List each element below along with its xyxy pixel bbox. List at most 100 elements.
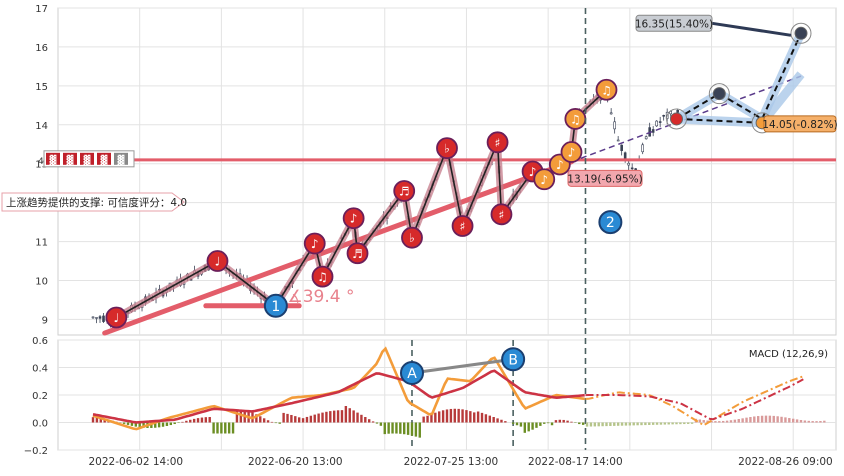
support-callout-text: 上涨趋势提供的支撑: 可信度评分：4.0 [6,196,187,209]
wave-note-glyph: ♫ [317,270,328,284]
macd-histogram-bar [535,423,537,428]
legend-icon-glyph: ▓ [50,154,57,166]
macd-histogram-bar [652,423,654,425]
macd-histogram-bar [815,421,817,422]
candle-body [628,163,630,165]
macd-histogram-bar [212,423,214,434]
macd-histogram-bar [434,413,436,423]
macd-histogram-bar [551,423,553,426]
macd-histogram-bar [586,423,588,427]
macd-histogram-bar [570,422,572,423]
macd-histogram-bar [123,423,125,424]
macd-histogram-bar [220,423,222,434]
macd-histogram-bar [314,415,316,423]
macd-histogram-bar [757,416,759,422]
macd-histogram-bar [531,423,533,430]
macd-histogram-bar [224,423,226,434]
macd-histogram-bar [450,409,452,423]
wave-point-label: 2 [606,215,615,231]
macd-histogram-bar [668,423,670,425]
macd-histogram-bar [671,423,673,425]
macd-histogram-bar [718,421,720,422]
macd-histogram-bar [726,421,728,423]
macd-histogram-bar [271,422,273,423]
macd-histogram-bar [679,423,681,425]
macd-histogram-bar [461,409,463,422]
macd-histogram-bar [372,421,374,422]
macd-histogram-bar [92,417,94,422]
macd-histogram-bar [734,420,736,423]
x-tick-label: 2022-07-25 13:00 [404,456,499,468]
macd-histogram-bar [356,413,358,423]
price-y-tick-label: 10 [35,277,48,288]
macd-histogram-bar [683,423,685,425]
wave-note-glyph: ♯ [499,208,505,222]
price-annotation-down: 13.19(-6.95%) [567,173,642,185]
candle-body [610,113,612,114]
macd-histogram-bar [430,414,432,422]
macd-histogram-bar [648,423,650,425]
macd-histogram-bar [605,423,607,427]
candle-body [659,122,661,123]
macd-histogram-bar [391,423,393,434]
macd-histogram-bar [555,420,557,422]
macd-histogram-bar [426,416,428,423]
legend-icon-glyph: ▓ [67,154,74,166]
macd-histogram-bar [158,423,160,428]
macd-histogram-bar [780,417,782,423]
macd-histogram-bar [127,423,129,425]
macd-histogram-bar [399,423,401,434]
candle-body [645,137,647,139]
wave-note-glyph: ♪ [350,212,358,226]
macd-histogram-bar [566,421,568,423]
candle-body [92,317,94,318]
candle-body [642,145,644,152]
macd-histogram-bar [485,414,487,422]
candle-body [99,317,101,319]
macd-histogram-bar [209,417,211,422]
macd-histogram-bar [454,409,456,423]
macd-histogram-bar [559,420,561,423]
macd-histogram-bar [170,423,172,426]
macd-histogram-bar [730,420,732,422]
macd-histogram-bar [345,406,347,423]
price-y-tick-label: 9 [42,315,48,326]
macd-histogram-bar [403,423,405,435]
macd-histogram-bar [442,410,444,422]
macd-histogram-bar [201,418,203,423]
macd-histogram-bar [769,416,771,423]
macd-histogram-bar [352,410,354,422]
macd-histogram-bar [590,423,592,427]
macd-histogram-bar [446,409,448,422]
wave-note-glyph: ♪ [568,146,576,160]
macd-histogram-bar [368,419,370,422]
macd-histogram-bar [162,423,164,427]
macd-histogram-bar [753,416,755,422]
macd-histogram-bar [232,423,234,434]
macd-histogram-bar [773,416,775,423]
macd-histogram-bar [745,418,747,423]
macd-histogram-bar [263,418,265,422]
macd-histogram-bar [294,416,296,422]
macd-histogram-bar [722,421,724,423]
macd-histogram-bar [617,423,619,426]
macd-histogram-bar [376,423,378,424]
macd-y-tick-label: 0.6 [32,336,48,347]
forecast-node [671,113,683,125]
macd-histogram-bar [800,420,802,423]
macd-histogram-bar [411,423,413,436]
macd-histogram-bar [504,421,506,422]
wave-note-glyph: ♩ [114,311,120,325]
macd-histogram-bar [819,421,821,423]
divergence-label: B [508,352,518,368]
macd-histogram-bar [520,423,522,427]
candle-body [621,145,623,151]
macd-histogram-bar [691,423,693,424]
macd-histogram-bar [741,418,743,422]
x-tick-label: 2022-08-17 14:00 [528,456,623,468]
macd-histogram-bar [477,412,479,423]
macd-histogram-bar [197,418,199,422]
macd-y-tick-label: 0.4 [32,364,48,375]
macd-histogram-bar [407,423,409,435]
macd-histogram-bar [613,423,615,426]
